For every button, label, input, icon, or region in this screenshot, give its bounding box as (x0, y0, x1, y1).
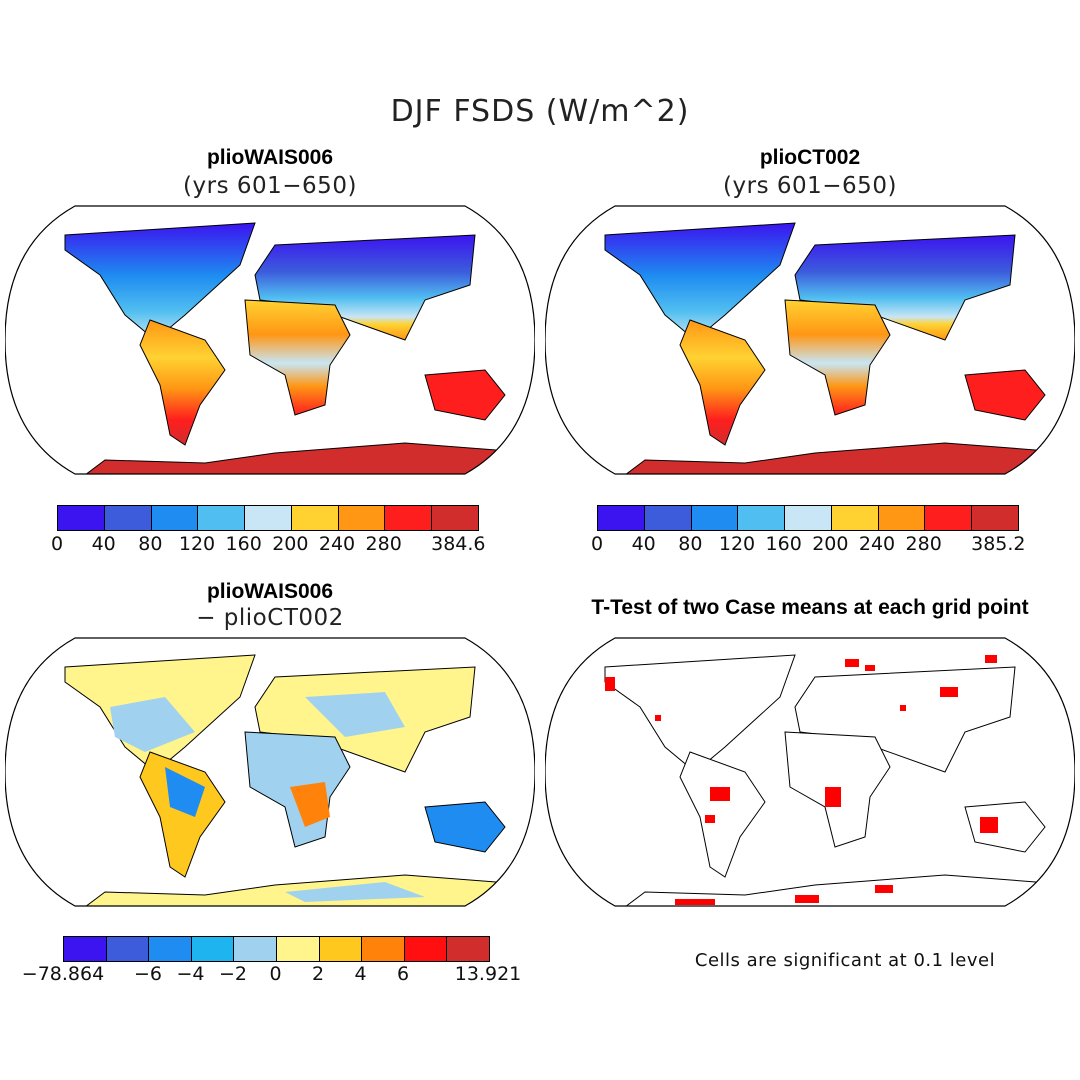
panel-3-title: plioWAIS006 (206, 580, 334, 603)
colorbar-tick-label: 200 (272, 533, 309, 555)
map-panel-4 (545, 637, 1075, 907)
colorbar-tick-label: 280 (365, 533, 402, 555)
colorbar-panel-3 (63, 936, 490, 962)
panel-1-title: plioWAIS006 (206, 146, 334, 169)
colorbar-cell (276, 937, 320, 961)
colorbar-cell (878, 506, 926, 530)
map-panel-2 (545, 205, 1075, 475)
colorbar-cell (106, 937, 150, 961)
colorbar-cell (319, 937, 363, 961)
colorbar-cell (64, 937, 107, 961)
panel-4-title: T-Test of two Case means at each grid po… (591, 596, 1029, 619)
colorbar-tick-label: −4 (176, 963, 205, 985)
colorbar-tick-label: 2 (311, 963, 325, 985)
map-panel-1 (5, 205, 535, 475)
figure-title: DJF FSDS (W/m^2) (390, 94, 690, 129)
colorbar-cell (972, 506, 1019, 530)
colorbar-tick-label: 0 (50, 533, 64, 555)
colorbar-cell (338, 506, 386, 530)
colorbar-tick-label: 80 (678, 533, 703, 555)
panel-2-subtitle: (yrs 601−650) (723, 173, 897, 199)
colorbar-cell (198, 506, 246, 530)
colorbar-panel-2 (597, 505, 1019, 531)
panel-1-subtitle: (yrs 601−650) (183, 173, 357, 199)
map-panel-3 (5, 637, 535, 907)
colorbar-cell (598, 506, 645, 530)
colorbar-tick-label: 240 (858, 533, 896, 555)
colorbar-tick-label: 13.921 (454, 963, 522, 985)
colorbar-cell (149, 937, 192, 961)
colorbar-cell (104, 506, 152, 530)
colorbar-tick-label: 6 (396, 963, 410, 985)
colorbar-cell (785, 506, 832, 530)
colorbar-tick-label: 280 (905, 533, 942, 555)
colorbar-cell (234, 937, 277, 961)
colorbar-tick-label: 385.2 (971, 533, 1026, 555)
colorbar-tick-label: 40 (91, 533, 116, 555)
colorbar-cell (362, 937, 405, 961)
colorbar-tick-label: 160 (765, 533, 802, 555)
colorbar-cell (691, 506, 739, 530)
colorbar-tick-label: −2 (218, 963, 248, 985)
panel-2-title: plioCT002 (759, 146, 861, 169)
colorbar-tick-label: 160 (225, 533, 262, 555)
colorbar-tick-label: 200 (812, 533, 849, 555)
colorbar-tick-label: 240 (318, 533, 356, 555)
colorbar-tick-label: −78.864 (21, 963, 105, 985)
colorbar-cell (291, 506, 339, 530)
colorbar-cell (831, 506, 879, 530)
colorbar-cell (385, 506, 433, 530)
significance-note: Cells are significant at 0.1 level (694, 950, 996, 971)
colorbar-cell (58, 506, 105, 530)
colorbar-cell (151, 506, 199, 530)
colorbar-tick-label: 40 (631, 533, 656, 555)
colorbar-tick-label: 80 (138, 533, 163, 555)
colorbar-tick-label: 120 (178, 533, 216, 555)
colorbar-cell (245, 506, 292, 530)
panel-3-subtitle: − plioCT002 (196, 605, 344, 631)
colorbar-cell (447, 937, 489, 961)
colorbar-cell (432, 506, 479, 530)
colorbar-cell (404, 937, 448, 961)
colorbar-cell (644, 506, 692, 530)
colorbar-tick-label: −6 (133, 963, 163, 985)
colorbar-cell (738, 506, 786, 530)
colorbar-cell (925, 506, 973, 530)
colorbar-tick-label: 4 (354, 963, 367, 985)
colorbar-tick-label: 384.6 (431, 533, 486, 555)
colorbar-tick-label: 0 (590, 533, 604, 555)
colorbar-tick-label: 0 (269, 963, 282, 985)
colorbar-tick-label: 120 (718, 533, 756, 555)
colorbar-cell (191, 937, 235, 961)
colorbar-panel-1 (57, 505, 479, 531)
